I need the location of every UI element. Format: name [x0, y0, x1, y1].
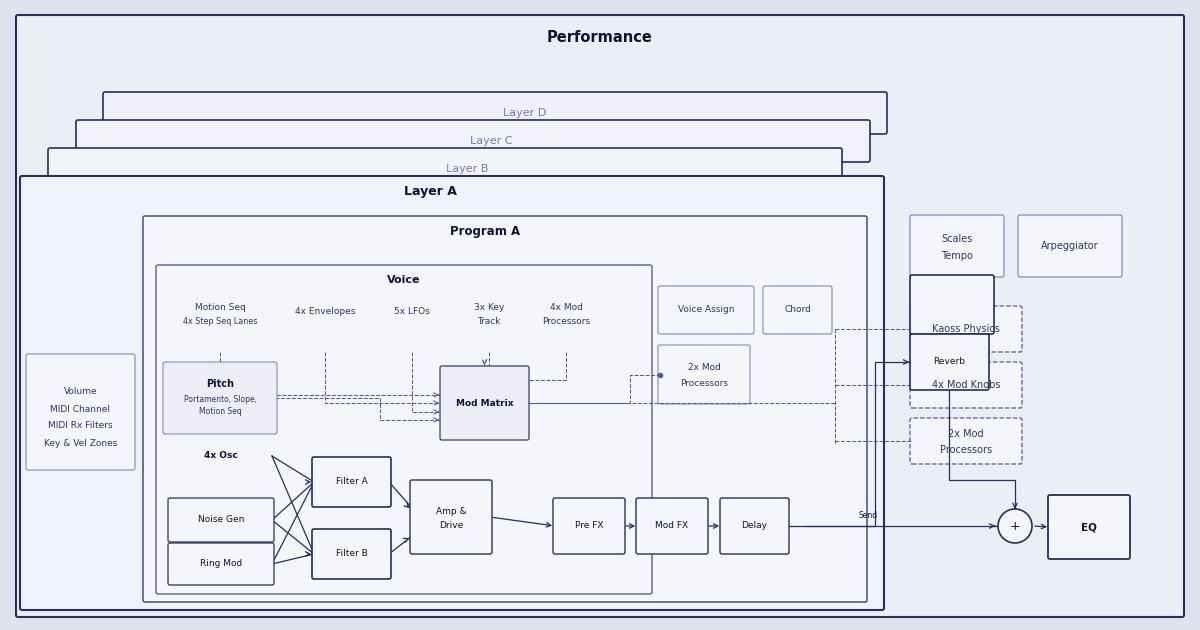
FancyBboxPatch shape: [910, 334, 989, 390]
FancyBboxPatch shape: [532, 289, 608, 358]
Text: Volume: Volume: [64, 387, 97, 396]
Text: Motion Seq: Motion Seq: [199, 406, 241, 416]
Text: EQ: EQ: [1081, 522, 1097, 532]
FancyBboxPatch shape: [16, 15, 1184, 617]
FancyBboxPatch shape: [168, 448, 274, 496]
FancyBboxPatch shape: [380, 289, 452, 358]
Text: +: +: [1009, 520, 1020, 532]
Text: 3x Key: 3x Key: [474, 304, 504, 312]
FancyBboxPatch shape: [48, 148, 842, 190]
FancyBboxPatch shape: [910, 306, 1022, 352]
Text: Layer A: Layer A: [403, 185, 456, 198]
Text: Delay: Delay: [742, 522, 768, 530]
FancyBboxPatch shape: [286, 289, 372, 358]
Text: Ring Mod: Ring Mod: [200, 559, 242, 568]
FancyBboxPatch shape: [763, 286, 832, 334]
Text: Voice: Voice: [388, 275, 421, 285]
FancyBboxPatch shape: [168, 498, 274, 542]
Text: 2x Mod: 2x Mod: [688, 364, 720, 372]
FancyBboxPatch shape: [284, 287, 370, 356]
FancyBboxPatch shape: [440, 366, 529, 440]
Text: Reverb: Reverb: [934, 357, 966, 367]
Text: Tempo: Tempo: [941, 251, 973, 261]
Text: Key & Vel Zones: Key & Vel Zones: [44, 438, 118, 447]
Text: 4x Envelopes: 4x Envelopes: [295, 307, 355, 316]
FancyBboxPatch shape: [312, 529, 391, 579]
Text: Noise Gen: Noise Gen: [198, 515, 244, 525]
Text: Send: Send: [858, 512, 877, 520]
FancyBboxPatch shape: [636, 498, 708, 554]
Text: Processors: Processors: [542, 318, 590, 326]
FancyBboxPatch shape: [282, 285, 368, 354]
Text: Layer C: Layer C: [470, 136, 512, 146]
FancyBboxPatch shape: [168, 285, 272, 354]
Circle shape: [998, 509, 1032, 543]
Text: 4x Mod Knobs: 4x Mod Knobs: [931, 380, 1001, 390]
FancyBboxPatch shape: [103, 92, 887, 134]
Text: MIDI Rx Filters: MIDI Rx Filters: [48, 421, 113, 430]
FancyBboxPatch shape: [76, 120, 870, 162]
Text: Mod FX: Mod FX: [655, 522, 689, 530]
Text: 4x Step Seq Lanes: 4x Step Seq Lanes: [182, 318, 257, 326]
Text: MIDI Channel: MIDI Channel: [50, 404, 110, 413]
Text: 5x LFOs: 5x LFOs: [394, 307, 430, 316]
FancyBboxPatch shape: [910, 362, 1022, 408]
FancyBboxPatch shape: [910, 275, 994, 334]
FancyBboxPatch shape: [658, 286, 754, 334]
FancyBboxPatch shape: [1018, 215, 1122, 277]
FancyBboxPatch shape: [175, 455, 281, 503]
FancyBboxPatch shape: [410, 480, 492, 554]
FancyBboxPatch shape: [172, 289, 276, 358]
Text: Amp &: Amp &: [436, 508, 467, 517]
Text: Mod Matrix: Mod Matrix: [456, 399, 514, 408]
FancyBboxPatch shape: [143, 216, 866, 602]
Text: Layer B: Layer B: [446, 164, 488, 174]
Text: Processors: Processors: [940, 445, 992, 455]
Text: Processors: Processors: [680, 379, 728, 387]
Text: Kaoss Physics: Kaoss Physics: [932, 324, 1000, 334]
Text: Arpeggiator: Arpeggiator: [1042, 241, 1099, 251]
Text: Motion Seq: Motion Seq: [194, 304, 245, 312]
Text: Pitch: Pitch: [206, 379, 234, 389]
FancyBboxPatch shape: [173, 452, 278, 500]
FancyBboxPatch shape: [460, 289, 526, 358]
FancyBboxPatch shape: [378, 287, 450, 356]
Text: Chord: Chord: [784, 306, 811, 314]
FancyBboxPatch shape: [156, 265, 652, 594]
FancyBboxPatch shape: [530, 287, 606, 356]
FancyBboxPatch shape: [720, 498, 790, 554]
FancyBboxPatch shape: [456, 285, 522, 354]
Text: 4x Osc: 4x Osc: [204, 452, 238, 461]
Text: Scales: Scales: [941, 234, 973, 244]
Text: Voice Assign: Voice Assign: [678, 306, 734, 314]
Text: 4x Mod: 4x Mod: [550, 304, 582, 312]
FancyBboxPatch shape: [1048, 495, 1130, 559]
FancyBboxPatch shape: [168, 543, 274, 585]
Text: Pre FX: Pre FX: [575, 522, 604, 530]
FancyBboxPatch shape: [26, 354, 134, 470]
FancyBboxPatch shape: [658, 345, 750, 404]
FancyBboxPatch shape: [312, 457, 391, 507]
Text: Layer D: Layer D: [503, 108, 547, 118]
Text: Track: Track: [478, 318, 500, 326]
Text: Filter A: Filter A: [336, 478, 367, 486]
Text: Program A: Program A: [450, 224, 520, 238]
FancyBboxPatch shape: [170, 287, 274, 356]
Text: Drive: Drive: [439, 522, 463, 530]
FancyBboxPatch shape: [20, 176, 884, 610]
FancyBboxPatch shape: [163, 362, 277, 434]
Text: Filter B: Filter B: [336, 549, 367, 559]
FancyBboxPatch shape: [910, 215, 1004, 277]
Text: Performance: Performance: [547, 30, 653, 45]
FancyBboxPatch shape: [553, 498, 625, 554]
FancyBboxPatch shape: [170, 450, 276, 498]
FancyBboxPatch shape: [528, 285, 604, 354]
FancyBboxPatch shape: [910, 418, 1022, 464]
Text: Portamento, Slope,: Portamento, Slope,: [184, 394, 257, 403]
Text: 2x Mod: 2x Mod: [948, 429, 984, 439]
FancyBboxPatch shape: [376, 285, 448, 354]
FancyBboxPatch shape: [458, 287, 524, 356]
